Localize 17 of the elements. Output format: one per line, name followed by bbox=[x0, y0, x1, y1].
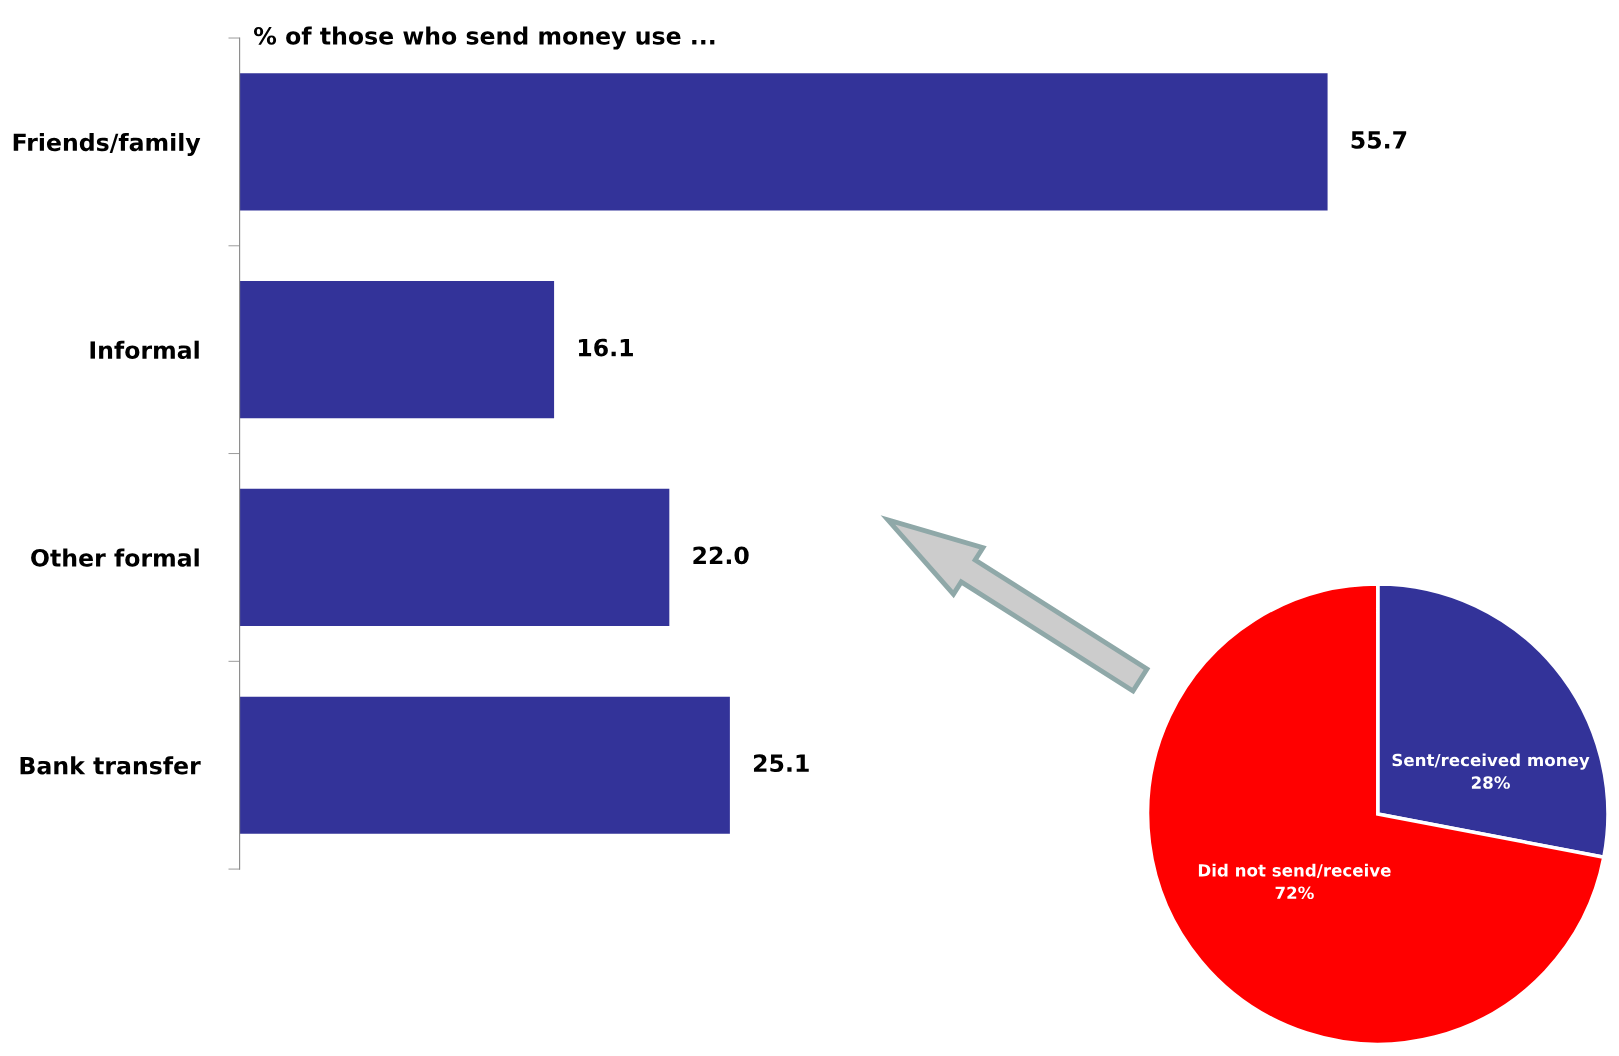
chart-title: % of those who send money use ... bbox=[253, 26, 715, 50]
bar bbox=[239, 73, 1328, 211]
y-tick-label: Other formal bbox=[31, 548, 199, 567]
data-label: 25.1 bbox=[753, 754, 809, 773]
y-tick-label: Bank transfer bbox=[20, 756, 201, 775]
data-label: 55.7 bbox=[1351, 131, 1407, 149]
data-label: 16.1 bbox=[578, 338, 633, 357]
data-label: 22.0 bbox=[693, 546, 749, 565]
slice-label: Sent/received money bbox=[1392, 753, 1590, 770]
bar bbox=[239, 281, 555, 419]
slice-label: Did not send/receive bbox=[1198, 863, 1391, 878]
data-label: 72% bbox=[1275, 886, 1314, 900]
data-label: 28% bbox=[1471, 776, 1510, 789]
bar bbox=[239, 488, 670, 626]
y-tick-label: Informal bbox=[90, 340, 199, 359]
bar bbox=[239, 696, 730, 834]
y-tick-label: Friends/family bbox=[13, 132, 201, 156]
